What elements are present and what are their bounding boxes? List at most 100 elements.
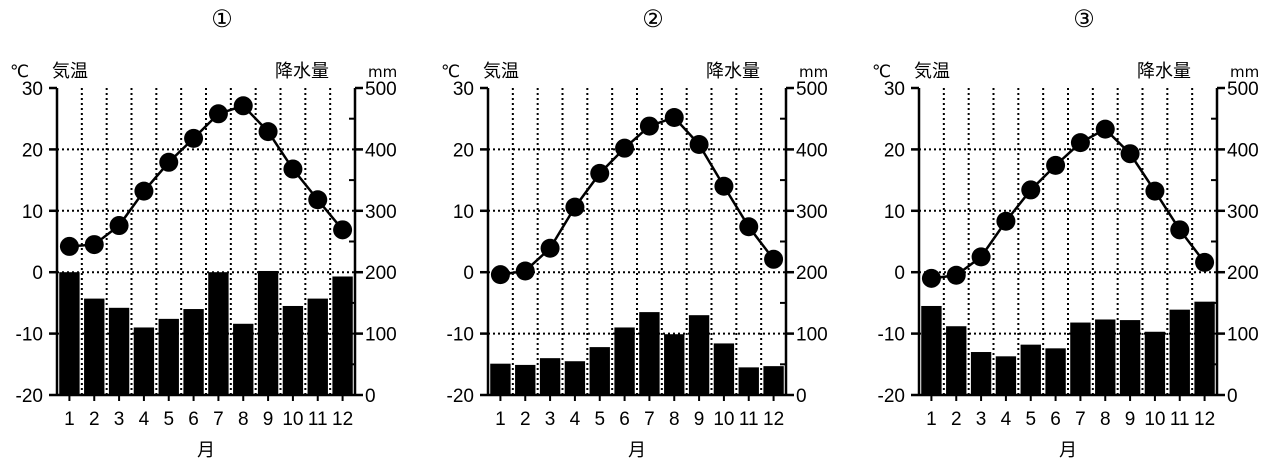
temperature-point [333, 220, 353, 240]
right-tick-label: 400 [365, 140, 397, 161]
precipitation-bar [183, 309, 204, 395]
temperature-point [59, 236, 79, 256]
left-tick-label: -10 [16, 325, 43, 346]
x-tick-label: 2 [951, 409, 962, 430]
x-tick-label: 8 [669, 409, 680, 430]
left-tick-label: 20 [453, 140, 474, 161]
climate-chart-3: 30 20 10 0 -10 -20 500 400 300 200 100 0 1 2 3 4 5 6 7 8 9 10… [862, 0, 1282, 463]
precipitation-bar [738, 367, 759, 395]
temperature-point [1070, 133, 1090, 153]
precipitation-bar [713, 343, 735, 395]
right-axis-unit: mm [368, 63, 397, 81]
precipitation-bar [307, 298, 328, 395]
left-tick-label: 0 [32, 263, 43, 284]
precipitation-bar [1194, 301, 1215, 395]
precipitation-bar [1169, 309, 1190, 395]
left-axis-unit: ℃ [872, 62, 891, 82]
right-axis-unit: mm [799, 63, 828, 81]
left-tick-label: 20 [884, 140, 905, 161]
temperature-point [258, 122, 278, 142]
x-tick-label: 5 [1025, 409, 1036, 430]
temperature-point [590, 163, 610, 183]
temperature-point [1095, 119, 1115, 139]
temperature-point [1120, 144, 1140, 164]
precipitation-bar [158, 318, 179, 395]
temperature-point [84, 235, 104, 255]
right-axis-label: 降水量 [275, 61, 329, 82]
x-axis-label: 月 [628, 440, 646, 461]
right-axis-unit: mm [1230, 63, 1259, 81]
right-tick-label: 300 [796, 202, 828, 223]
right-axis-label: 降水量 [706, 61, 760, 82]
chart-title: ① [211, 5, 233, 33]
temperature-point [565, 197, 585, 217]
left-tick-label: 20 [22, 140, 43, 161]
left-axis-unit: ℃ [441, 62, 460, 82]
left-tick-label: -20 [447, 386, 474, 407]
left-tick-label: -20 [16, 386, 43, 407]
precipitation-bar [664, 334, 685, 395]
x-tick-label: 6 [1050, 409, 1061, 430]
temperature-point [490, 265, 510, 285]
precipitation-bar [59, 272, 80, 395]
x-axis-label: 月 [1059, 440, 1077, 461]
x-tick-label: 9 [263, 409, 274, 430]
temperature-point [109, 216, 129, 236]
temperature-point [639, 116, 659, 136]
climate-chart-1: 30 20 10 0 -10 -20 500 400 300 200 100 0 1 2 3 4 5 6 7 8 9 10… [0, 0, 420, 463]
x-tick-label: 11 [739, 409, 759, 430]
left-axis-label: 気温 [914, 61, 950, 82]
temperature-point [515, 261, 535, 281]
precipitation-bar [1045, 348, 1066, 395]
temperature-point [540, 238, 560, 258]
precipitation-bar [614, 327, 635, 395]
temperature-point [1145, 181, 1165, 201]
chart-title: ③ [1073, 5, 1095, 33]
precipitation-bar [1020, 344, 1041, 395]
precipitation-bar [639, 312, 660, 395]
left-tick-label: -10 [878, 325, 905, 346]
precipitation-bar [515, 364, 536, 395]
temperature-point [971, 247, 991, 267]
left-tick-label: 30 [22, 79, 43, 100]
temperature-point [739, 217, 759, 237]
temperature-point [208, 104, 228, 124]
x-tick-label: 2 [520, 409, 531, 430]
temperature-point [946, 265, 966, 285]
x-tick-label: 9 [1125, 409, 1136, 430]
x-tick-label: 4 [139, 409, 150, 430]
left-tick-label: 10 [453, 202, 474, 223]
right-tick-label: 500 [365, 79, 397, 100]
precipitation-bar [282, 305, 304, 395]
right-tick-label: 300 [365, 202, 397, 223]
right-axis-label: 降水量 [1137, 61, 1191, 82]
precipitation-bar [946, 326, 967, 395]
precipitation-bar [84, 298, 105, 395]
x-tick-label: 10 [713, 409, 734, 430]
x-tick-label: 10 [282, 409, 303, 430]
precipitation-bar [1119, 320, 1141, 395]
temperature-point [689, 134, 709, 154]
precipitation-bar [539, 358, 561, 395]
precipitation-bar [133, 327, 155, 395]
chart-title: ② [642, 5, 664, 33]
right-tick-label: 200 [365, 263, 397, 284]
x-tick-label: 3 [545, 409, 556, 430]
right-tick-label: 300 [1227, 202, 1259, 223]
x-tick-label: 9 [694, 409, 705, 430]
temperature-point [714, 176, 734, 196]
temperature-point [134, 181, 154, 201]
x-tick-label: 1 [495, 409, 506, 430]
temperature-point [764, 249, 784, 269]
x-tick-label: 7 [644, 409, 655, 430]
left-tick-label: -20 [878, 386, 905, 407]
x-tick-label: 12 [1194, 409, 1215, 430]
climate-chart-2: 30 20 10 0 -10 -20 500 400 300 200 100 0 1 2 3 4 5 6 7 8 9 10… [431, 0, 851, 463]
temperature-point [308, 190, 328, 210]
x-tick-label: 12 [332, 409, 353, 430]
x-tick-label: 1 [64, 409, 75, 430]
temperature-point [664, 107, 684, 127]
x-axis-label: 月 [197, 440, 215, 461]
x-tick-label: 5 [594, 409, 605, 430]
